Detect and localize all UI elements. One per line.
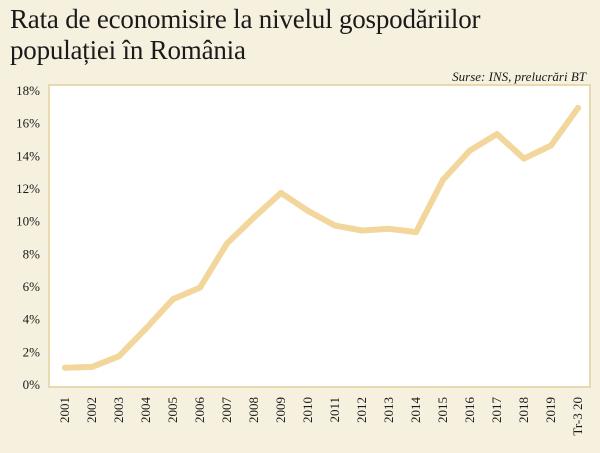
y-tick-label: 12%: [16, 181, 40, 196]
chart-title: Rata de economisire la nivelul gospodări…: [10, 4, 590, 66]
data-point: [89, 363, 95, 370]
data-point: [548, 142, 554, 149]
x-tick-label: 2005: [165, 397, 180, 423]
y-tick-label: 8%: [23, 246, 41, 261]
data-point: [251, 214, 257, 221]
y-tick-label: 10%: [16, 214, 40, 229]
x-tick-label: 2007: [219, 397, 234, 424]
x-tick-label: 2006: [192, 397, 207, 424]
y-tick-label: 16%: [16, 116, 40, 131]
data-point: [521, 155, 527, 162]
chart-source: Surse: INS, prelucrări BT: [452, 69, 586, 84]
data-point: [305, 207, 311, 214]
y-tick-label: 6%: [23, 279, 41, 294]
data-point: [62, 364, 68, 371]
data-point: [467, 147, 473, 154]
data-point: [386, 225, 392, 232]
data-point: [332, 222, 338, 229]
y-tick-label: 4%: [23, 312, 41, 327]
y-tick-label: 2%: [23, 344, 41, 359]
x-tick-label: 2010: [300, 397, 315, 423]
x-tick-label: 2016: [462, 397, 477, 424]
x-tick-label: 2012: [354, 397, 369, 423]
data-point: [224, 240, 230, 247]
x-tick-label: 2011: [327, 397, 342, 423]
x-tick-label: 2008: [246, 397, 261, 423]
x-tick-label: 2018: [516, 397, 531, 423]
x-tick-label: Tr-3 20: [570, 397, 585, 436]
y-tick-label: 0%: [23, 377, 41, 392]
data-point: [575, 105, 581, 111]
data-point: [440, 176, 446, 183]
data-point: [197, 284, 203, 291]
y-tick-label: 18%: [16, 83, 40, 98]
x-tick-label: 2004: [138, 397, 153, 424]
data-point: [116, 353, 122, 360]
data-point: [413, 229, 419, 236]
x-tick-label: 2013: [381, 397, 396, 423]
x-tick-label: 2002: [84, 397, 99, 423]
x-tick-label: 2014: [408, 397, 423, 424]
x-tick-label: 2003: [111, 397, 126, 423]
x-axis: 2001 2002 2003 2004 2005 2006 2007 2008 2009 2010…: [57, 397, 585, 436]
chart-title-line-1: Rata de economisire la nivelul gospodări…: [10, 4, 481, 34]
data-point: [143, 325, 149, 332]
data-point: [359, 227, 365, 234]
series-group: [62, 105, 581, 371]
y-tick-label: 14%: [16, 148, 40, 163]
y-axis: 0% 2% 4% 6% 8% 10% 12% 14% 16% 18%: [16, 83, 40, 392]
data-point: [494, 131, 500, 138]
x-tick-label: 2001: [57, 397, 72, 423]
series-line: [62, 105, 581, 371]
data-point: [170, 296, 176, 303]
chart-title-line-2: populației în România: [10, 35, 246, 65]
x-tick-label: 2019: [543, 397, 558, 423]
x-tick-label: 2009: [273, 397, 288, 423]
x-tick-label: 2017: [489, 397, 504, 424]
x-tick-label: 2015: [435, 397, 450, 423]
data-point: [278, 189, 284, 196]
